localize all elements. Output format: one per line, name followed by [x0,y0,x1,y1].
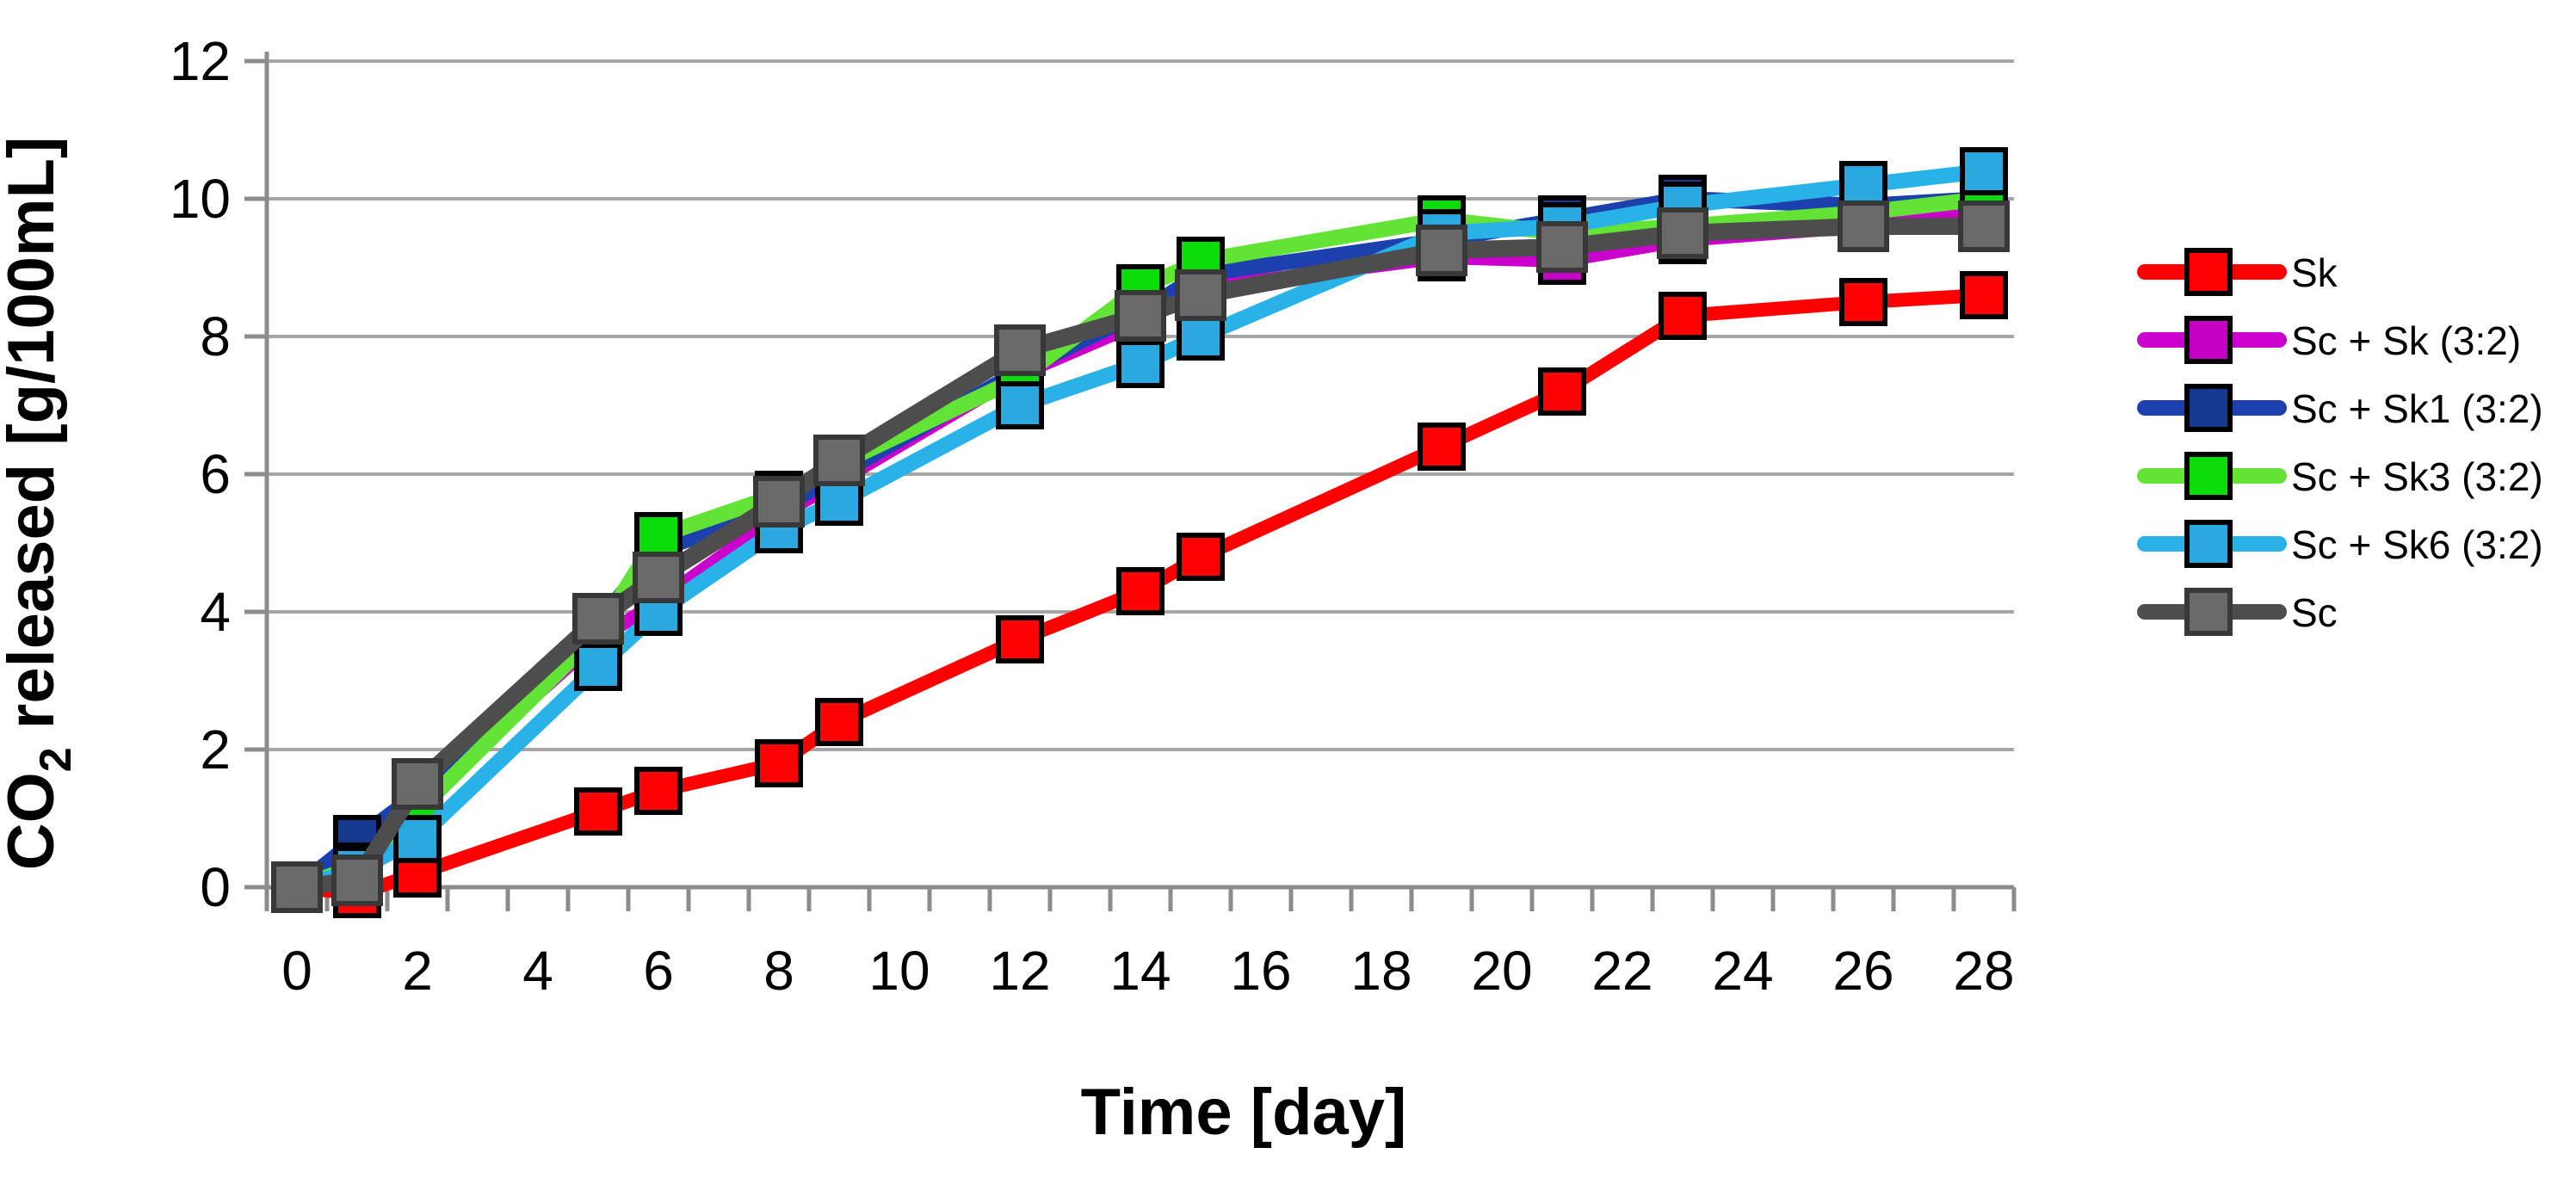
data-point-marker [331,855,383,906]
data-point-marker [996,615,1044,663]
legend-item-sc-sk3-3-2: Sc + Sk3 (3:2) [2137,452,2543,500]
data-point-marker [1657,207,1708,259]
y-tick-label-6: 6 [200,443,231,505]
legend-marker-swatch [2184,520,2233,568]
x-tick-label-16: 16 [1230,940,1291,1002]
data-point-marker [994,324,1046,376]
data-point-marker [996,381,1044,429]
x-tick-label-8: 8 [763,940,794,1002]
x-tick-label-18: 18 [1350,940,1412,1002]
y-tick-labels: 0 2 4 6 8 10 12 [170,30,231,918]
y-tick-label-10: 10 [170,168,231,230]
data-point-marker [634,767,683,815]
legend-label: Sc + Sk (3:2) [2291,318,2521,363]
data-point-marker [1839,278,1887,326]
data-point-marker [815,698,863,746]
data-point-marker [1177,312,1225,361]
y-tick-label-2: 2 [200,719,231,781]
data-point-marker [1838,201,1889,252]
series-sk [273,271,2008,918]
x-tick-label-0: 0 [281,940,312,1002]
data-point-marker [393,815,442,863]
x-tick-label-2: 2 [402,940,433,1002]
x-tick-label-28: 28 [1953,940,2014,1002]
data-point-marker [633,552,684,603]
x-tick-label-14: 14 [1109,940,1171,1002]
legend-marker-swatch [2184,588,2233,636]
data-point-marker [1960,271,2008,319]
data-point-marker [1416,225,1467,276]
data-point-marker [1960,147,2008,195]
series-sc [271,201,2010,913]
data-point-marker [755,739,803,787]
legend-marker-swatch [2184,316,2233,364]
y-tick-label-0: 0 [200,856,231,918]
data-point-marker [1115,290,1166,342]
y-tick-label-4: 4 [200,581,231,643]
data-point-marker [574,643,622,691]
x-tick-label-12: 12 [989,940,1050,1002]
data-point-marker [1958,201,2010,252]
data-point-marker [1116,567,1164,615]
legend-label: Sc + Sk6 (3:2) [2291,522,2543,567]
legend-item-sc-sk6-3-2: Sc + Sk6 (3:2) [2137,520,2543,568]
data-point-marker [634,512,683,560]
legend-item-sc: Sc [2137,588,2338,636]
data-point-marker [753,476,805,528]
data-point-marker [1116,340,1164,388]
y-tick-label-12: 12 [170,30,231,92]
data-point-marker [813,435,865,486]
data-point-marker [574,787,622,836]
x-axis-title: Time [day] [1081,1076,1407,1149]
x-tick-label-24: 24 [1712,940,1773,1002]
legend-label: Sc + Sk1 (3:2) [2291,386,2543,431]
data-point-marker [392,758,443,810]
data-point-marker [815,478,863,526]
legend-item-sc-sk1-3-2: Sc + Sk1 (3:2) [2137,384,2543,432]
data-point-marker [1538,367,1586,416]
data-point-marker [1839,161,1887,209]
x-tick-label-10: 10 [868,940,930,1002]
legend: Sk Sc + Sk (3:2) Sc + Sk1 (3:2) Sc + Sk3 (3… [2137,248,2543,636]
legend-label: Sc + Sk3 (3:2) [2291,454,2543,499]
data-point-marker [1177,533,1225,581]
legend-marker-swatch [2184,384,2233,432]
legend-marker-swatch [2184,452,2233,500]
data-point-marker [271,861,323,913]
x-tick-label-22: 22 [1591,940,1652,1002]
x-ticks [264,887,2017,911]
y-tick-label-8: 8 [200,305,231,367]
data-point-marker [572,593,624,645]
data-point-marker [1536,221,1588,273]
x-tick-labels: 0 2 4 6 8 10 12 14 16 18 20 22 24 26 28 [281,940,2014,1002]
legend-label: Sk [2291,250,2338,295]
legend-item-sk: Sk [2137,248,2338,296]
data-point-marker [1418,423,1466,471]
data-point-marker [1659,292,1707,340]
x-tick-label-4: 4 [522,940,553,1002]
y-axis-title: CO2 released [g/100mL] [0,137,81,871]
legend-marker-swatch [2184,248,2233,296]
legend-label: Sc [2291,590,2338,635]
x-tick-label-6: 6 [643,940,674,1002]
y-ticks [244,59,267,890]
data-point-marker [1175,269,1226,321]
x-tick-label-26: 26 [1832,940,1893,1002]
legend-item-sc-sk-3-2: Sc + Sk (3:2) [2137,316,2521,364]
x-tick-label-20: 20 [1471,940,1532,1002]
